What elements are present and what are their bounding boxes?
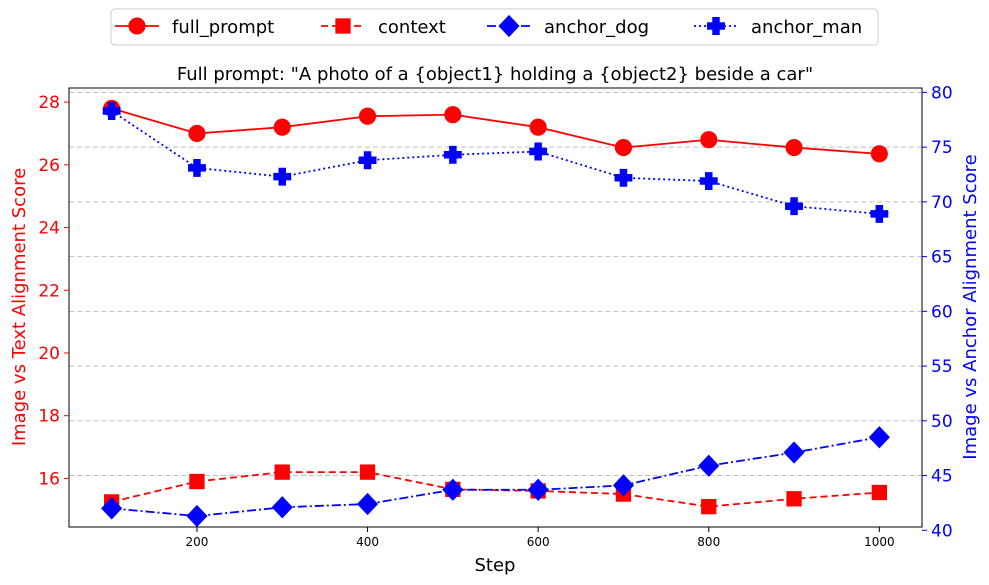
- y-right-tick-label: 40: [931, 521, 953, 541]
- data-point-marker: [785, 197, 803, 216]
- data-point-marker: [358, 151, 377, 170]
- data-point-marker: [273, 167, 292, 186]
- series-anchor_dog: [101, 426, 890, 528]
- plot-frame: [68, 87, 923, 528]
- y-left-tick-label: 18: [38, 407, 60, 427]
- data-point-marker: [189, 473, 205, 490]
- data-point-marker: [698, 454, 720, 477]
- data-point-marker: [188, 158, 206, 177]
- data-point-marker: [527, 478, 549, 501]
- legend-item-anchor_man: anchor_man: [694, 17, 862, 38]
- x-tick-label: 600: [527, 535, 550, 549]
- data-point-marker: [785, 139, 803, 157]
- data-point-marker: [274, 464, 290, 480]
- y-left-tick-label: 28: [38, 93, 60, 113]
- series-layer: [101, 99, 890, 528]
- legend: full_prompt context anchor_dog anchor_man: [110, 8, 879, 46]
- y-right-tick-label: 50: [931, 412, 953, 432]
- x-tick-label: 200: [185, 535, 208, 549]
- data-point-marker: [783, 441, 805, 464]
- grid: [69, 91, 922, 477]
- legend-label: context: [378, 17, 446, 38]
- data-point-marker: [870, 204, 889, 223]
- data-point-marker: [358, 107, 377, 125]
- data-point-marker: [102, 102, 121, 120]
- data-point-marker: [529, 142, 548, 161]
- y-left-tick-label: 16: [38, 469, 60, 489]
- data-point-marker: [614, 139, 633, 157]
- y-right-tick-label: 60: [931, 302, 953, 322]
- y-left-tick-label: 26: [38, 156, 60, 176]
- data-point-marker: [271, 496, 293, 519]
- y-right-tick-label: 80: [931, 83, 953, 103]
- data-point-marker: [273, 118, 291, 136]
- data-point-marker: [186, 504, 208, 528]
- y-right-tick-label: 75: [931, 138, 953, 158]
- x-tick-label: 400: [356, 535, 379, 549]
- data-point-marker: [786, 491, 802, 507]
- data-point-marker: [444, 106, 462, 124]
- data-point-marker: [614, 168, 633, 187]
- data-point-marker: [701, 498, 717, 515]
- series-full_prompt: [103, 99, 888, 163]
- data-point-marker: [443, 145, 462, 164]
- series-anchor_man: [102, 102, 889, 223]
- series-line: [111, 471, 880, 508]
- data-point-marker: [498, 14, 520, 38]
- data-point-marker: [101, 497, 123, 520]
- data-point-marker: [529, 118, 547, 136]
- data-point-marker: [356, 492, 379, 516]
- legend-item-anchor_dog: anchor_dog: [487, 14, 649, 38]
- data-point-marker: [335, 18, 351, 34]
- axes: 200 400 600 800 1000 16 18 20 22 24 26 28 40 45 50 55 60…: [38, 83, 952, 549]
- y-right-tick-label: 55: [931, 357, 953, 377]
- y-axis-label-left: Image vs Text Alignment Score: [9, 168, 30, 446]
- data-point-marker: [442, 478, 464, 501]
- y-right-tick-label: 45: [931, 467, 953, 487]
- series-line: [111, 107, 880, 155]
- data-point-marker: [188, 124, 206, 143]
- y-left-tick-label: 24: [38, 219, 60, 239]
- series-line: [111, 436, 880, 517]
- x-axis-label: Step: [475, 555, 516, 576]
- x-tick-label: 1000: [864, 535, 895, 549]
- x-tick-label: 800: [697, 535, 720, 549]
- legend-label: anchor_dog: [544, 17, 649, 38]
- data-point-marker: [707, 17, 725, 35]
- y-left-tick-label: 20: [38, 344, 60, 364]
- legend-item-context: context: [321, 17, 446, 38]
- series-line: [111, 110, 880, 215]
- data-point-marker: [870, 145, 888, 163]
- y-axis-label-right: Image vs Anchor Alignment Score: [960, 154, 981, 459]
- data-point-marker: [612, 474, 635, 497]
- y-right-tick-label: 70: [931, 193, 953, 213]
- data-point-marker: [699, 172, 718, 191]
- series-context: [104, 464, 888, 515]
- legend-frame: [110, 8, 879, 46]
- legend-label: anchor_man: [751, 17, 862, 38]
- legend-item-full_prompt: full_prompt: [115, 17, 274, 38]
- data-point-marker: [871, 484, 888, 501]
- data-point-marker: [359, 464, 376, 480]
- chart-title: Full prompt: "A photo of a {object1} hol…: [177, 64, 813, 85]
- y-left-tick-label: 22: [38, 281, 60, 301]
- data-point-marker: [700, 131, 718, 149]
- data-point-marker: [128, 17, 146, 35]
- data-point-marker: [868, 426, 890, 449]
- y-right-tick-label: 65: [931, 248, 953, 268]
- legend-label: full_prompt: [172, 17, 274, 38]
